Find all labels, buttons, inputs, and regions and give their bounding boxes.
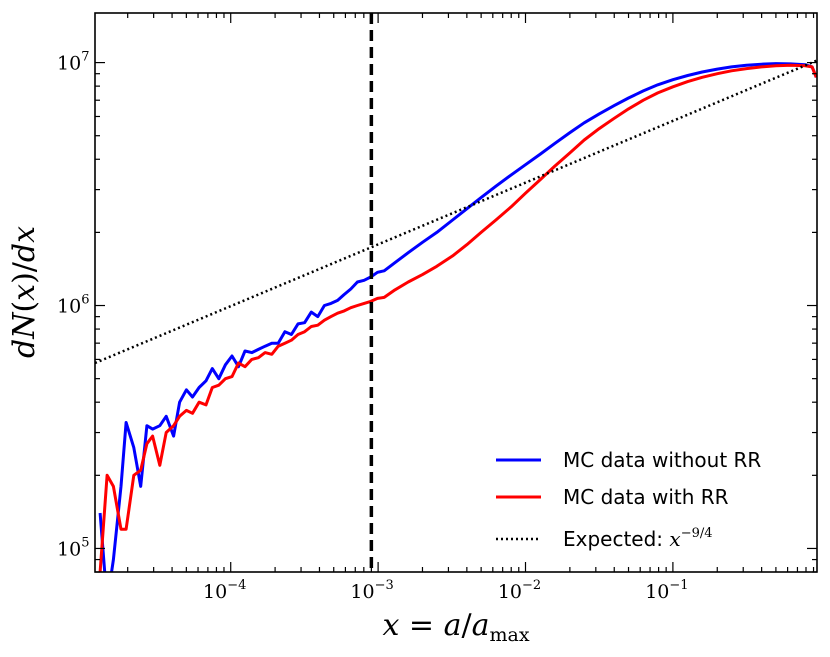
legend: MC data without RR MC data with RR Expec… [496, 448, 761, 551]
series-line-1 [98, 63, 817, 572]
y-tick-label: 105 [57, 535, 89, 560]
plot-frame [94, 12, 818, 573]
y-tick-label: 107 [57, 50, 89, 75]
x-tick-label: 10−4 [203, 578, 246, 603]
legend-label-blue: MC data without RR [563, 448, 761, 472]
series-line-0 [98, 62, 817, 572]
y-axis-label: dN(x)/dx [7, 226, 42, 358]
x-tick-label: 10−1 [645, 578, 688, 603]
legend-label-expected: Expected: x−9/4 [563, 526, 713, 551]
x-tick-label: 10−2 [498, 578, 541, 603]
legend-label-red: MC data with RR [563, 485, 729, 509]
x-axis-label: x = a/amax [382, 608, 529, 646]
x-tick-label: 10−3 [350, 578, 393, 603]
series-line-2 [95, 59, 817, 365]
y-tick-label: 106 [57, 293, 89, 318]
